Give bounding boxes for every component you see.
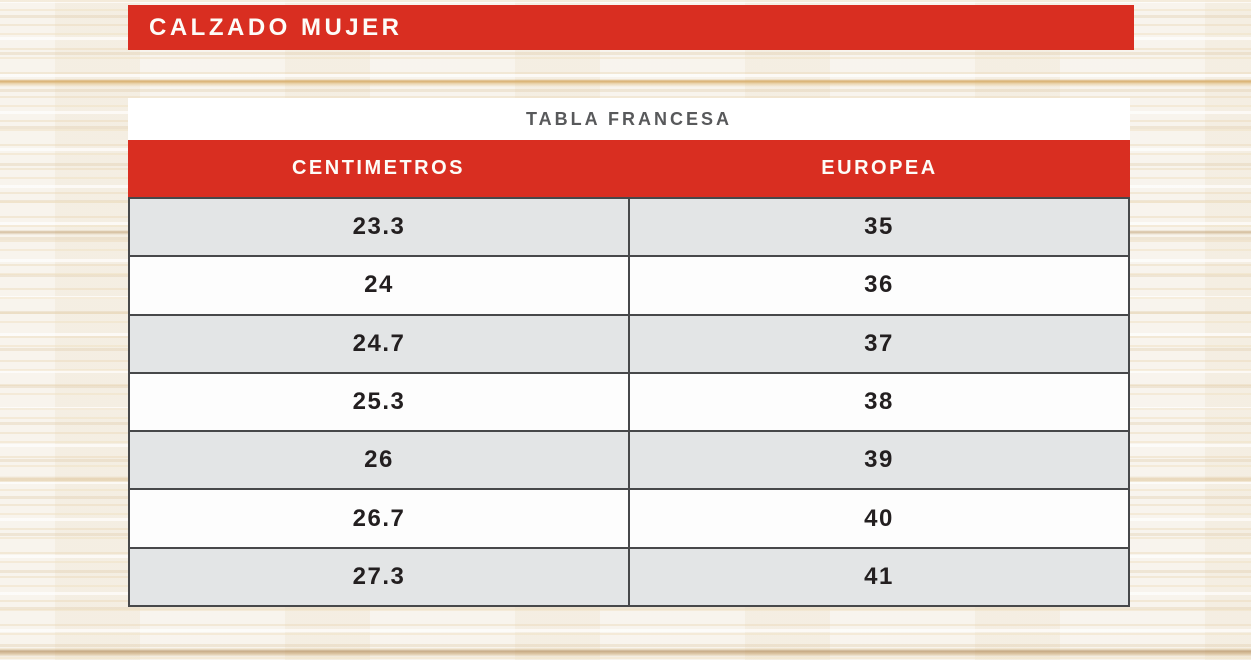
european-size-cell: 36 bbox=[864, 271, 894, 299]
table-row: 26.7 40 bbox=[130, 488, 1128, 547]
product-category-banner: CALZADO MUJER bbox=[128, 5, 1134, 50]
table-row: 27.3 41 bbox=[130, 546, 1128, 605]
header-cell-europea: EUROPEA bbox=[821, 157, 938, 179]
table-row: 25.3 38 bbox=[130, 371, 1128, 431]
banner-title: CALZADO MUJER bbox=[149, 13, 403, 41]
table-row: 26 39 bbox=[130, 430, 1128, 489]
european-size-cell: 40 bbox=[864, 504, 894, 532]
european-size-cell: 38 bbox=[864, 387, 894, 415]
centimeters-cell: 26.7 bbox=[130, 490, 630, 547]
centimeters-cell: 23.3 bbox=[130, 199, 630, 256]
european-size-cell: 41 bbox=[864, 562, 894, 590]
european-size-cell: 39 bbox=[864, 446, 894, 474]
size-conversion-table: TABLA FRANCESA CENTIMETROS EUROPEA 23.3 3… bbox=[128, 98, 1130, 607]
centimeters-cell: 25.3 bbox=[130, 373, 630, 431]
table-row: 24 36 bbox=[130, 255, 1128, 314]
header-cell-centimetros: CENTIMETROS bbox=[291, 157, 466, 179]
table-subtitle: TABLA FRANCESA bbox=[526, 108, 732, 129]
european-size-cell: 35 bbox=[864, 213, 894, 241]
table-row: 24.7 37 bbox=[130, 313, 1128, 372]
table-row: 23.3 35 bbox=[130, 199, 1128, 256]
centimeters-cell: 24 bbox=[130, 257, 630, 314]
european-size-cell: 37 bbox=[864, 329, 894, 357]
table-body: 23.3 35 24 36 24.7 37 25.3 38 26 39 26.7 40 27.3 41 bbox=[128, 197, 1130, 607]
centimeters-cell: 27.3 bbox=[130, 548, 630, 605]
table-header-row: CENTIMETROS EUROPEA bbox=[128, 140, 1130, 197]
centimeters-cell: 26 bbox=[130, 432, 630, 489]
centimeters-cell: 24.7 bbox=[130, 315, 630, 372]
table-subtitle-band: TABLA FRANCESA bbox=[128, 98, 1130, 140]
